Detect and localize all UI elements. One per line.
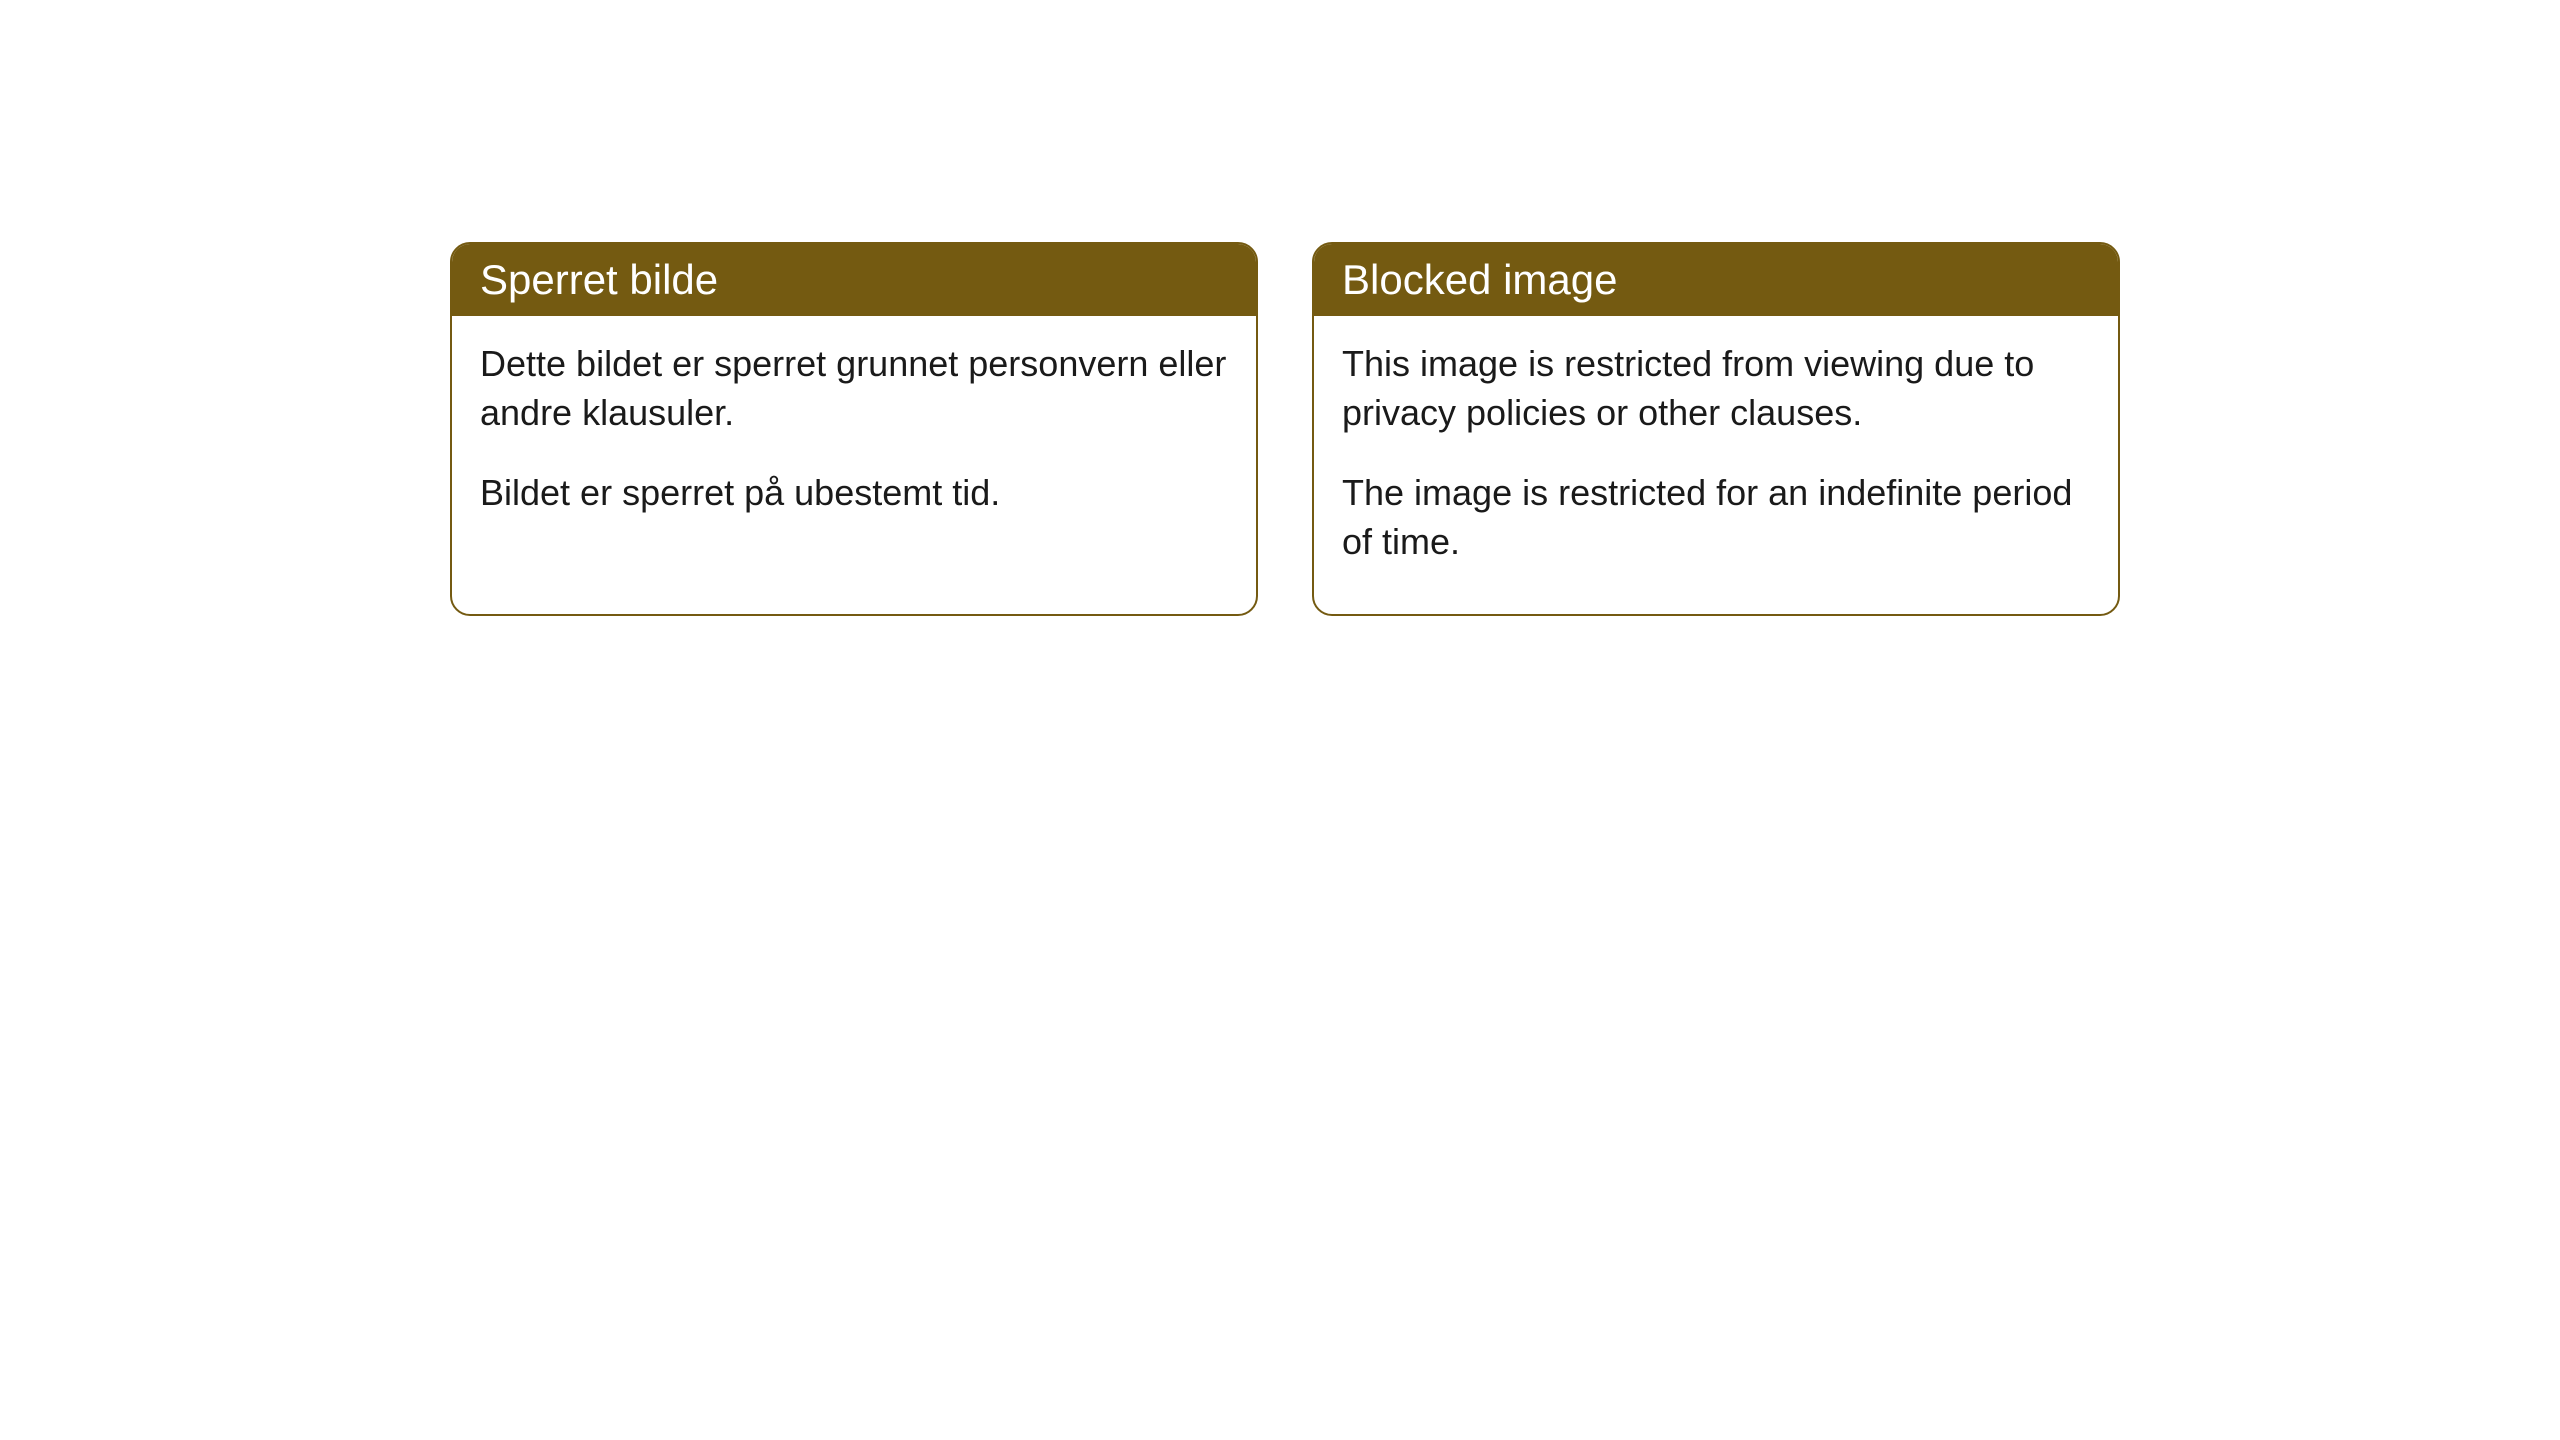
card-body: This image is restricted from viewing du… [1314,316,2118,614]
card-body: Dette bildet er sperret grunnet personve… [452,316,1256,566]
card-header: Blocked image [1314,244,2118,316]
card-header: Sperret bilde [452,244,1256,316]
card-title: Blocked image [1342,256,1617,303]
card-paragraph: This image is restricted from viewing du… [1342,340,2090,437]
card-title: Sperret bilde [480,256,718,303]
card-paragraph: The image is restricted for an indefinit… [1342,469,2090,566]
card-paragraph: Dette bildet er sperret grunnet personve… [480,340,1228,437]
card-paragraph: Bildet er sperret på ubestemt tid. [480,469,1228,518]
notice-cards-container: Sperret bilde Dette bildet er sperret gr… [0,0,2560,616]
blocked-image-card-norwegian: Sperret bilde Dette bildet er sperret gr… [450,242,1258,616]
blocked-image-card-english: Blocked image This image is restricted f… [1312,242,2120,616]
